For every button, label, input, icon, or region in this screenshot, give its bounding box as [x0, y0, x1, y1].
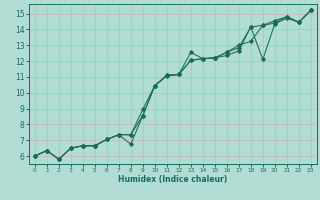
- X-axis label: Humidex (Indice chaleur): Humidex (Indice chaleur): [118, 175, 228, 184]
